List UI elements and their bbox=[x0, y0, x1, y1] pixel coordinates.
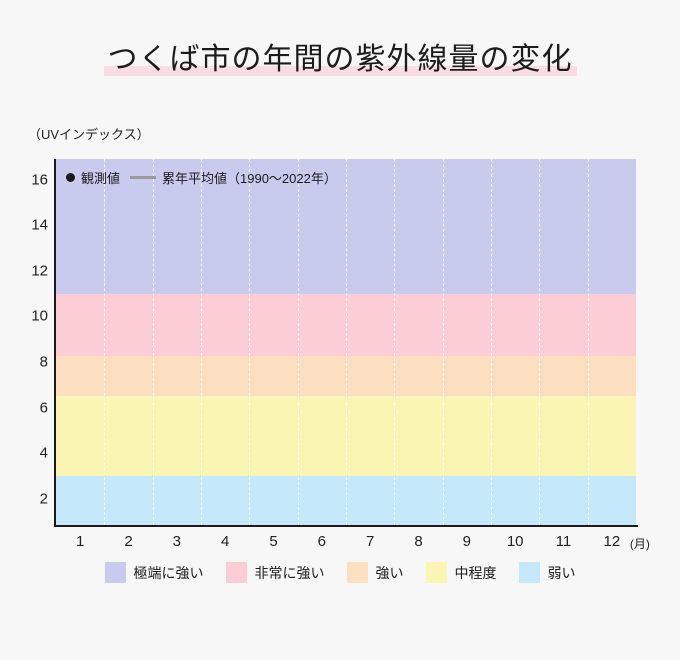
x-tick-label: 9 bbox=[462, 533, 471, 550]
band-legend-label: 極端に強い bbox=[133, 564, 204, 581]
gridline-vertical bbox=[491, 159, 492, 525]
band-legend-swatch bbox=[346, 562, 368, 583]
gridline-vertical bbox=[587, 159, 589, 525]
y-axis-line bbox=[54, 159, 56, 527]
x-tick-label: 2 bbox=[124, 533, 133, 550]
gridline-vertical bbox=[394, 159, 396, 525]
band-legend-swatch bbox=[518, 562, 540, 583]
band-legend-label: 弱い bbox=[547, 564, 576, 581]
x-tick-label: 10 bbox=[506, 533, 524, 550]
series-legend: 観測値 累年平均値（1990〜2022年） bbox=[66, 168, 337, 187]
gridline-vertical bbox=[249, 159, 251, 525]
legend-label-observed: 観測値 bbox=[81, 171, 121, 186]
y-tick-label: 4 bbox=[39, 444, 48, 462]
band-legend-item: 中程度 bbox=[425, 562, 497, 583]
y-tick-label: 8 bbox=[39, 353, 48, 371]
uv-band-legend: 極端に強い 非常に強い 強い 中程度 弱い bbox=[0, 562, 680, 583]
x-axis-line bbox=[54, 525, 638, 527]
y-axis-tick-labels: 2 4 6 8 10 12 14 16 bbox=[0, 0, 48, 660]
gridline-vertical bbox=[346, 159, 347, 525]
x-tick-label: 1 bbox=[75, 533, 85, 550]
y-tick-label: 14 bbox=[31, 216, 48, 234]
y-tick-label: 2 bbox=[39, 490, 48, 508]
band-legend-item: 強い bbox=[346, 562, 404, 583]
gridline-vertical bbox=[442, 159, 444, 525]
gridline-vertical bbox=[539, 159, 541, 525]
y-axis-unit-label: （UVインデックス） bbox=[28, 127, 150, 142]
y-tick-label: 10 bbox=[31, 307, 48, 325]
gridline-vertical bbox=[104, 159, 106, 525]
x-tick-label: 3 bbox=[172, 533, 181, 550]
x-tick-label: 12 bbox=[603, 533, 621, 550]
gridline-vertical bbox=[297, 159, 299, 525]
y-tick-label: 12 bbox=[31, 262, 48, 280]
observed-dot-icon bbox=[66, 173, 75, 182]
band-legend-label: 中程度 bbox=[454, 564, 497, 581]
band-legend-swatch bbox=[425, 562, 447, 583]
y-tick-label: 16 bbox=[31, 171, 48, 189]
gridline-vertical bbox=[201, 159, 202, 525]
page-title-text: つくば市の年間の紫外線量の変化 bbox=[103, 43, 577, 76]
gridline-vertical bbox=[152, 159, 154, 525]
x-tick-label: 8 bbox=[414, 533, 423, 550]
band-legend-swatch bbox=[104, 562, 126, 583]
band-legend-item: 非常に強い bbox=[225, 562, 325, 583]
page-title: つくば市の年間の紫外線量の変化 bbox=[0, 40, 680, 80]
band-legend-label: 強い bbox=[375, 564, 404, 581]
x-tick-label: 6 bbox=[317, 533, 326, 550]
x-axis-unit-label: (月) bbox=[629, 537, 650, 551]
x-tick-label: 11 bbox=[555, 533, 572, 550]
x-tick-label: 4 bbox=[220, 533, 230, 550]
plot-area bbox=[56, 159, 636, 525]
legend-label-average: 累年平均値（1990〜2022年） bbox=[162, 171, 337, 186]
band-legend-swatch bbox=[225, 562, 247, 583]
average-line-icon bbox=[130, 176, 157, 179]
legend-item-observed: 観測値 bbox=[66, 168, 120, 187]
band-legend-item: 極端に強い bbox=[104, 562, 204, 583]
x-tick-label: 5 bbox=[269, 533, 278, 550]
x-tick-label: 7 bbox=[365, 533, 375, 550]
y-tick-label: 6 bbox=[39, 399, 48, 417]
legend-item-average: 累年平均値（1990〜2022年） bbox=[130, 168, 337, 187]
band-legend-label: 非常に強い bbox=[254, 564, 325, 581]
band-legend-item: 弱い bbox=[518, 562, 576, 583]
